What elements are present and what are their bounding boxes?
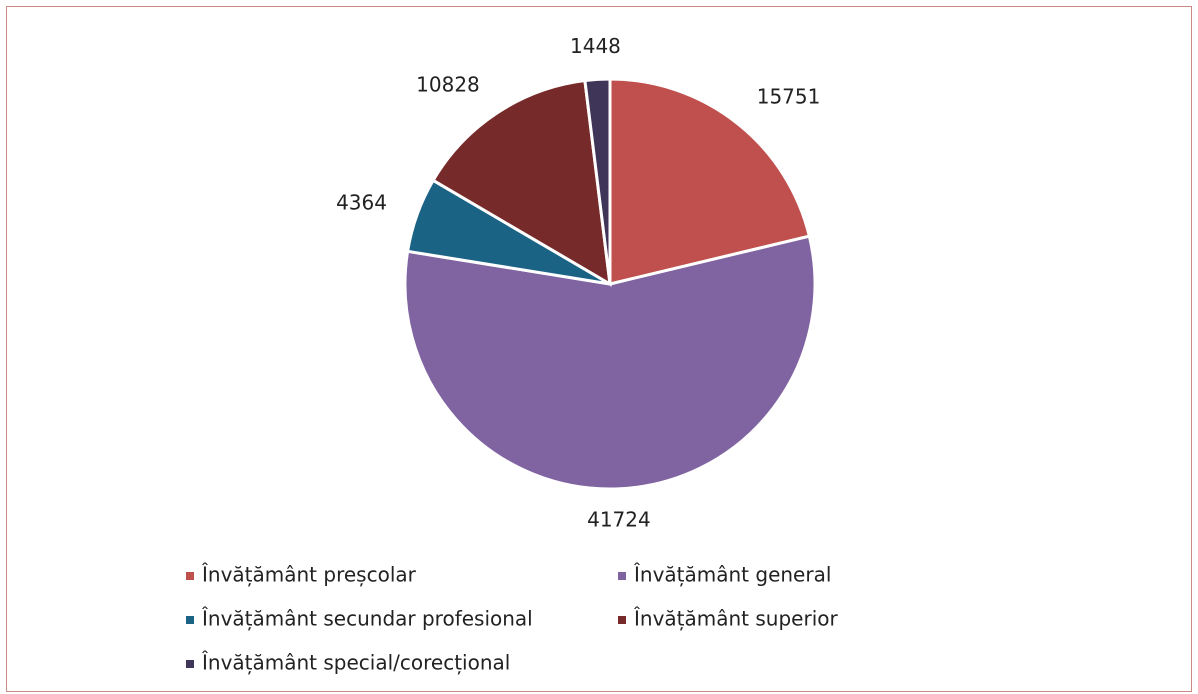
legend-swatch [618, 572, 626, 580]
pie-slice [403, 234, 817, 491]
data-label: 1448 [570, 34, 621, 58]
data-label: 41724 [587, 507, 651, 531]
legend-swatch [186, 616, 194, 624]
legend-label: Învățământ preșcolar [201, 563, 417, 587]
legend-swatch [186, 572, 194, 580]
legend-swatch [618, 616, 626, 624]
data-label: 15751 [757, 84, 821, 108]
legend-label: Învățământ general [633, 563, 831, 587]
pie-slice [583, 77, 612, 285]
legend-label: Învățământ superior [633, 607, 838, 631]
legend-label: Învățământ special/corecțional [201, 651, 510, 675]
legend-label: Învățământ secundar profesional [201, 607, 533, 631]
pie-slice [608, 77, 812, 286]
legend-swatch [186, 660, 194, 668]
data-label: 10828 [416, 72, 480, 96]
data-label: 4364 [336, 190, 387, 214]
pie-slice [431, 78, 612, 287]
